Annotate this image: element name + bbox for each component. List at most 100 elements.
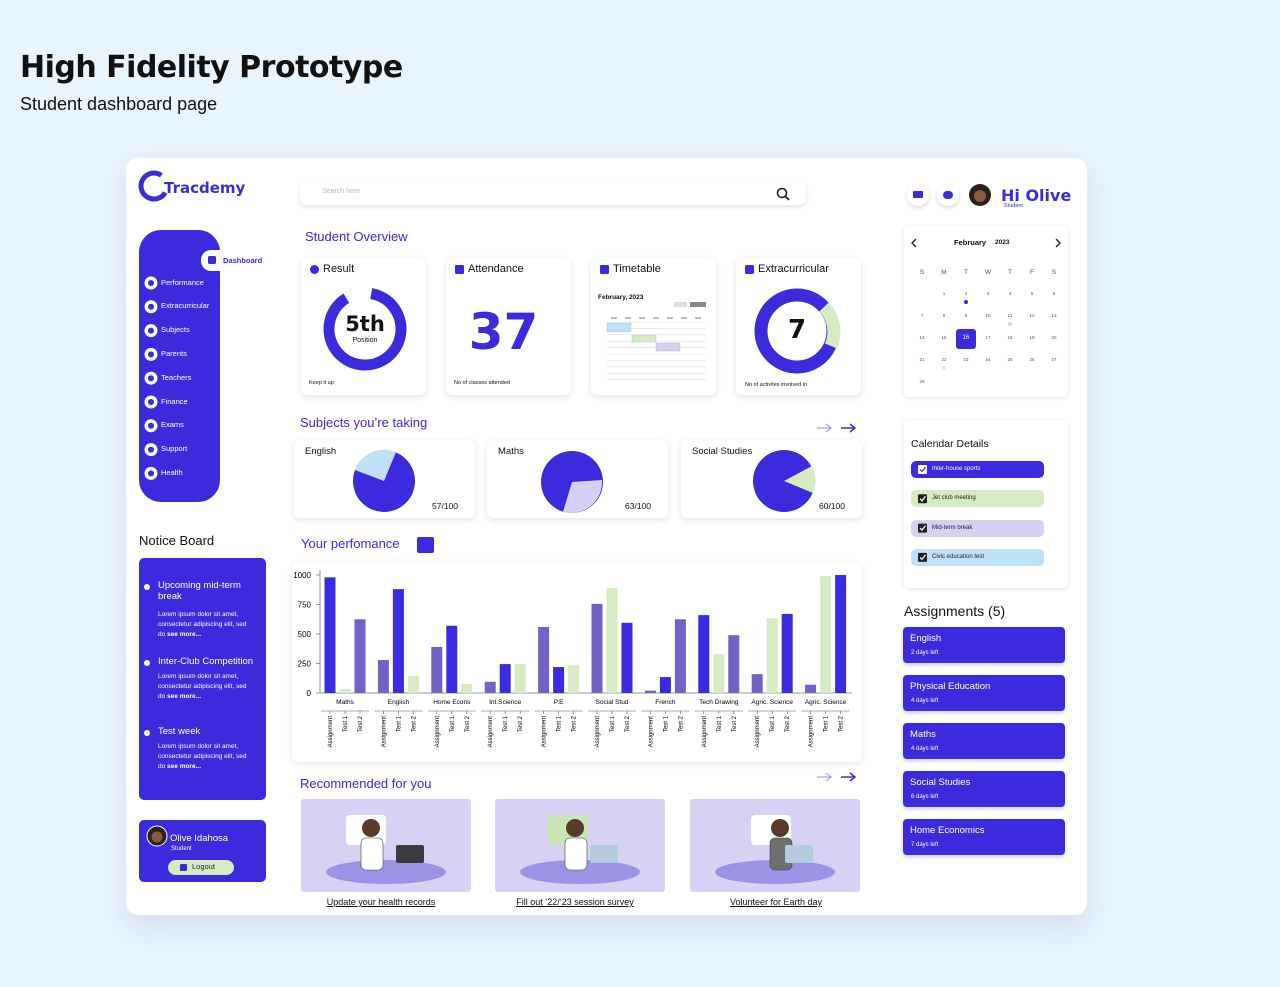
calendar-day[interactable]: 26	[1029, 357, 1035, 362]
timetable-day	[639, 317, 645, 319]
bar	[766, 618, 778, 693]
result-value: 5th	[345, 312, 385, 336]
assignment-card[interactable]	[903, 675, 1065, 711]
calendar-day[interactable]: 10	[985, 313, 991, 318]
detail-pill	[911, 548, 1044, 566]
calendar-day[interactable]: 20	[1051, 335, 1057, 340]
recommendation-caption[interactable]: Volunteer for Earth day	[729, 897, 823, 907]
detail-pill	[911, 519, 1044, 537]
x-tick-label: Tech Drawing	[699, 699, 739, 706]
x-sub-label: Assignment	[488, 716, 494, 748]
notice-bullet	[144, 660, 150, 666]
calendar-day[interactable]: 14	[919, 335, 925, 340]
timetable-day	[625, 317, 631, 319]
calendar-day[interactable]: 19	[1029, 335, 1035, 340]
x-sub-label: Test 2	[572, 715, 578, 732]
search-bar[interactable]	[300, 181, 806, 205]
nav-item[interactable]: Subjects	[161, 325, 190, 335]
calendar-day[interactable]: 15	[941, 335, 947, 340]
calendar-day[interactable]: 6	[1052, 291, 1056, 296]
event-dot	[964, 300, 968, 304]
calendar-day[interactable]: 8	[942, 313, 946, 318]
notice-title: Notice Board	[139, 533, 215, 548]
calendar-day[interactable]: 25	[1007, 357, 1013, 362]
calendar-day[interactable]: 24	[985, 357, 991, 362]
nav-item[interactable]: Dashboard	[223, 256, 263, 265]
x-sub-label: Test 2	[839, 715, 845, 732]
calendar-day[interactable]: 16	[962, 335, 970, 341]
timetable-day	[653, 317, 659, 319]
card-title: Result	[323, 263, 355, 275]
calendar-prev	[911, 238, 917, 248]
nav-item[interactable]: Extracurricular	[161, 301, 210, 311]
logout-label[interactable]: Logout	[192, 862, 215, 871]
calendar-day[interactable]: 4	[1008, 291, 1012, 296]
calendar-day[interactable]: 2	[964, 291, 968, 296]
calendar-day[interactable]: 9	[964, 313, 968, 318]
subject-pie-slice	[563, 480, 603, 514]
assignment-card[interactable]	[903, 771, 1065, 807]
notice-body: Lorem ipsum dolor sit amet, consectetur …	[158, 672, 254, 702]
x-sub-label: Assignment	[755, 716, 761, 748]
assignment-card[interactable]	[903, 627, 1065, 663]
calendar-day[interactable]: 11	[1007, 313, 1013, 318]
assignment-due: 7 days left	[911, 842, 939, 848]
x-sub-label: Test 2	[678, 715, 684, 732]
timetable-day	[681, 317, 687, 319]
assignment-subject: English	[910, 633, 942, 644]
calendar-day[interactable]: 1	[942, 291, 946, 296]
calendar-day[interactable]: 27	[1051, 357, 1057, 362]
see-more[interactable]: see more...	[167, 763, 202, 771]
y-tick-label: 1000	[293, 571, 311, 580]
nav-item[interactable]: Health	[161, 467, 183, 477]
assignment-card[interactable]	[903, 819, 1065, 855]
selected-day	[956, 329, 976, 349]
see-more[interactable]: see more...	[167, 693, 202, 701]
logout-button[interactable]	[168, 860, 234, 875]
calendar-day[interactable]: 7	[920, 313, 924, 318]
x-sub-label: Assignment	[435, 716, 441, 748]
detail-check	[919, 554, 926, 561]
assignment-subject: Maths	[910, 729, 936, 740]
nav-item[interactable]: Finance	[161, 396, 188, 406]
nav-icon	[208, 256, 216, 264]
nav-item[interactable]: Exams	[161, 420, 184, 430]
extracurricular-segment	[819, 302, 841, 349]
calendar-day[interactable]: 17	[985, 335, 991, 340]
nav-active[interactable]	[201, 250, 273, 271]
calendar-day[interactable]: 12	[1029, 313, 1035, 318]
sidebar	[139, 230, 220, 502]
chart-icon	[417, 537, 434, 553]
nav-item[interactable]: Parents	[161, 348, 187, 358]
profile-avatar	[151, 831, 163, 843]
timetable-event	[655, 342, 681, 352]
calendar-day[interactable]: 13	[1051, 313, 1057, 318]
calendar-day[interactable]: 22	[941, 357, 947, 362]
nav-item[interactable]: Support	[161, 444, 188, 454]
profile-name: Olive Idahosa	[170, 833, 229, 844]
calendar-day[interactable]: 3	[986, 291, 990, 296]
nav-item[interactable]: Performance	[161, 277, 204, 287]
x-sub-label: Test 2	[465, 715, 471, 732]
illustration	[564, 837, 588, 871]
recommendation-caption[interactable]: Fill out ‘22/‘23 session survey	[516, 897, 634, 907]
notice-text: Lorem ipsum dolor sit amet, consectetur …	[158, 673, 247, 701]
assignment-card[interactable]	[903, 723, 1065, 759]
bar	[431, 646, 443, 693]
calendar-card	[904, 226, 1068, 397]
calendar-day[interactable]: 5	[1030, 291, 1034, 296]
nav-icon	[148, 422, 154, 429]
calendar-day[interactable]: 23	[963, 357, 969, 362]
notice-body: Lorem ipsum dolor sit amet, consectetur …	[158, 610, 254, 640]
calendar-day[interactable]: 29	[919, 379, 925, 384]
calendar-day[interactable]: 18	[1007, 335, 1013, 340]
calendar-day[interactable]: 21	[919, 357, 925, 362]
card-icon	[455, 265, 464, 274]
x-sub-label: Test 2	[518, 715, 524, 732]
timetable-tab	[674, 302, 687, 307]
see-more[interactable]: see more...	[167, 631, 202, 639]
recommendation-caption[interactable]: Update your health records	[326, 897, 436, 907]
detail-label: Inter-house sports	[932, 466, 981, 472]
notice-heading: Upcoming mid-term break	[158, 580, 241, 602]
nav-item[interactable]: Teachers	[161, 372, 192, 382]
